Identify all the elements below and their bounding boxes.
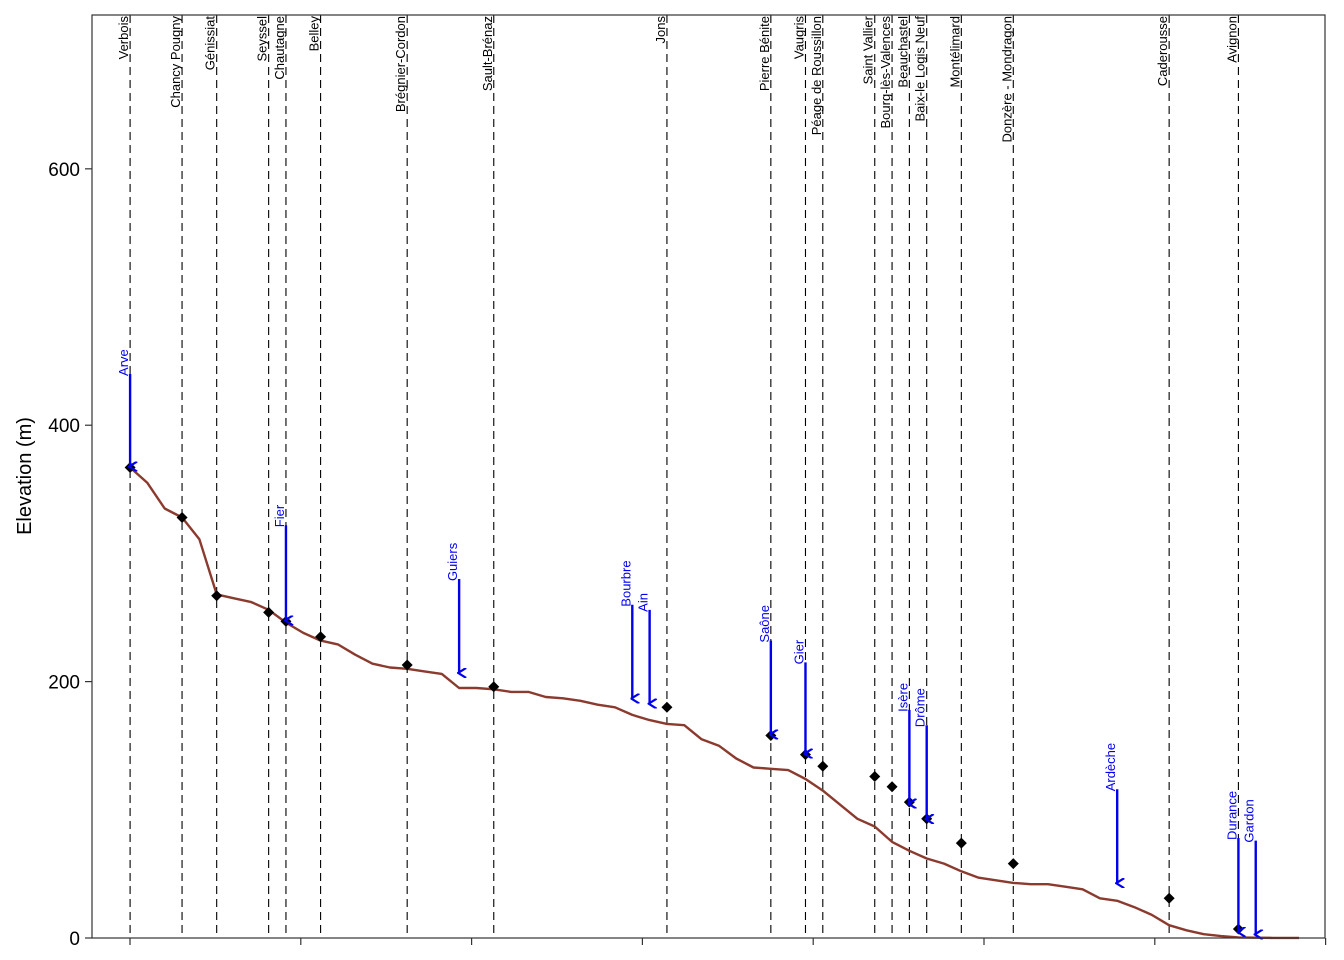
station-label: Donzère - Mondragon xyxy=(999,16,1014,142)
y-tick-label: 400 xyxy=(48,416,80,437)
station-marker xyxy=(315,631,327,643)
y-tick-label: 600 xyxy=(48,160,80,181)
tributary-label: Arve xyxy=(116,349,131,376)
station-label: Bourg-lès-Valences xyxy=(878,16,893,129)
station-label: Vaugris xyxy=(791,16,806,60)
station-label: Baix-le Logis Neuf xyxy=(913,16,928,122)
station-label: Saint Vallier xyxy=(861,15,876,84)
station-label: Chautagne xyxy=(272,16,287,80)
station-marker xyxy=(955,837,967,849)
station-label: Beauchastel xyxy=(895,16,910,88)
tributary-label: Ain xyxy=(636,593,651,612)
tributary-label: Ardèche xyxy=(1103,743,1118,791)
tributary-label: Saône xyxy=(757,605,772,643)
station-marker xyxy=(1163,892,1175,904)
elevation-profile-line xyxy=(129,466,1299,940)
station-label: Caderousse xyxy=(1155,16,1170,86)
axes-layer: 0 200 400 600 xyxy=(48,14,1327,950)
station-marker xyxy=(886,781,898,793)
station-label: Jons xyxy=(653,16,668,44)
station-label: Péage de Roussillon xyxy=(809,16,824,135)
station-labels-layer: Verbois Chancy Pougny Génissiat Seyssel Chau… xyxy=(116,15,1239,142)
y-axis-title: Elevation (m) xyxy=(14,417,36,535)
y-tick-label: 0 xyxy=(69,929,80,950)
tributary-label: Durance xyxy=(1224,791,1239,840)
station-marker xyxy=(211,590,223,602)
station-label: Belley xyxy=(307,16,322,52)
y-tick-label: 200 xyxy=(48,673,80,694)
station-marker xyxy=(661,701,673,713)
station-marker xyxy=(869,770,881,782)
tributary-label: Fier xyxy=(272,504,287,527)
station-label: Chancy Pougny xyxy=(168,16,183,108)
station-label: Brégnier-Cordon xyxy=(393,16,408,112)
tributary-label: Guiers xyxy=(445,542,460,581)
plot-panel-border xyxy=(91,14,1326,939)
station-marker xyxy=(401,659,413,671)
tributary-label: Bourbre xyxy=(618,560,633,606)
station-label: Pierre Bénite xyxy=(757,16,772,91)
profile-layer xyxy=(129,466,1299,940)
tributary-label: Drôme xyxy=(913,688,928,727)
station-marker xyxy=(1007,858,1019,870)
station-markers-layer xyxy=(124,462,1244,935)
station-label: Montélimard xyxy=(947,16,962,88)
station-label: Sault-Brénaz xyxy=(480,16,495,91)
tributary-label: Gardon xyxy=(1242,799,1257,842)
tributary-label: Gier xyxy=(791,639,806,664)
tributary-label: Isère xyxy=(895,683,910,712)
station-marker xyxy=(263,606,275,618)
tributary-layer: Arve Fier Guiers Bourbre Ain Saône Gier Isère Dr… xyxy=(116,349,1257,934)
station-label: Avignon xyxy=(1224,16,1239,63)
station-label: Verbois xyxy=(116,16,131,60)
station-lines-layer xyxy=(129,15,1239,938)
station-label: Génissiat xyxy=(203,16,218,71)
station-label: Seyssel xyxy=(255,16,270,62)
station-marker xyxy=(176,512,188,524)
station-marker xyxy=(817,760,829,772)
station-marker xyxy=(488,681,500,693)
